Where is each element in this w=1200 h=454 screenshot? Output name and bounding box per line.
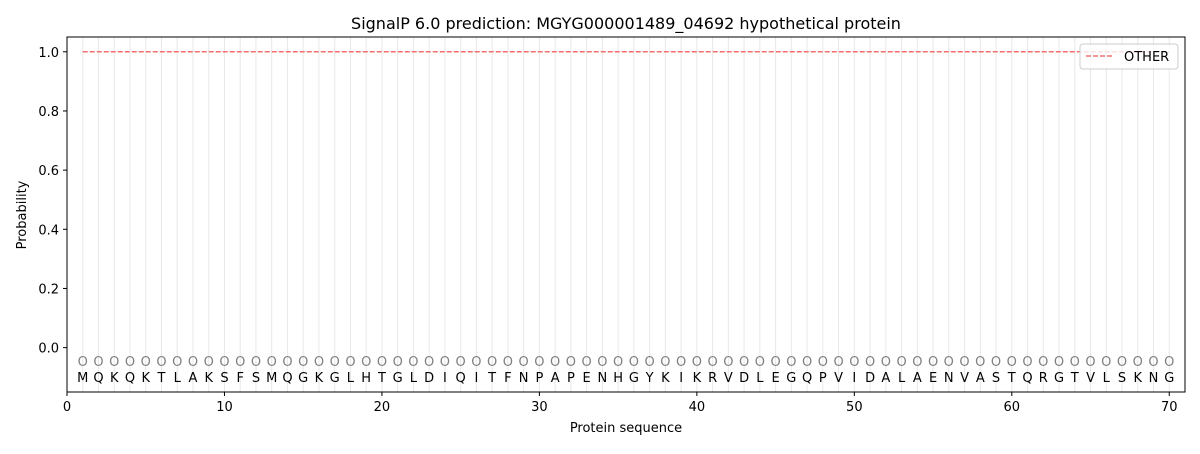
residue-label: I	[852, 371, 856, 386]
residue-label: A	[913, 371, 922, 386]
x-tick-label: 30	[531, 400, 548, 415]
residue-label: N	[598, 371, 608, 386]
residue-label: T	[377, 371, 386, 386]
residue-label: I	[443, 371, 447, 386]
y-tick-label: 0.2	[38, 282, 59, 297]
residue-label: E	[929, 371, 937, 386]
residue-label: S	[220, 371, 228, 386]
residue-label: N	[519, 371, 529, 386]
residue-label: I	[474, 371, 478, 386]
legend: OTHER	[1079, 43, 1179, 70]
residue-label: K	[661, 371, 670, 386]
y-tick-label: 0.0	[38, 342, 59, 357]
residue-label: T	[157, 371, 166, 386]
chart-title: SignalP 6.0 prediction: MGYG000001489_04…	[351, 14, 901, 34]
residue-label: V	[960, 371, 969, 386]
residue-label: P	[819, 371, 827, 386]
residue-label: T	[1007, 371, 1016, 386]
residue-label: G	[393, 371, 403, 386]
residue-label: L	[898, 371, 906, 386]
residue-label: E	[583, 371, 591, 386]
residue-label: L	[347, 371, 355, 386]
residue-label: K	[693, 371, 702, 386]
x-tick-label: 20	[374, 400, 391, 415]
residue-label: G	[1054, 371, 1064, 386]
residue-label: S	[252, 371, 260, 386]
residue-label: H	[613, 371, 623, 386]
residue-label: R	[708, 371, 717, 386]
residue-label: L	[174, 371, 182, 386]
residue-label: Q	[125, 371, 135, 386]
residue-label: A	[551, 371, 560, 386]
residue-label: M	[77, 371, 88, 386]
y-tick-label: 0.6	[38, 164, 59, 179]
x-tick-label: 10	[216, 400, 233, 415]
residue-label: K	[141, 371, 150, 386]
residue-label: T	[487, 371, 496, 386]
residue-label: G	[330, 371, 340, 386]
residue-label: P	[535, 371, 543, 386]
residue-label: L	[410, 371, 418, 386]
residue-label: K	[204, 371, 213, 386]
residue-label: Y	[645, 371, 654, 386]
y-tick-label: 0.4	[38, 223, 59, 238]
residue-label: Q	[1022, 371, 1032, 386]
predicted-labels: OOOOOOOOOOOOOOOOOOOOOOOOOOOOOOOOOOOOOOOO…	[78, 355, 1175, 370]
x-tick-label: 50	[846, 400, 863, 415]
residue-label: S	[1118, 371, 1126, 386]
residue-label: F	[236, 371, 243, 386]
x-tick-label: 40	[689, 400, 706, 415]
residue-label: D	[739, 371, 749, 386]
residue-label: F	[504, 371, 511, 386]
residue-label: V	[1086, 371, 1095, 386]
y-axis-label: Probability	[15, 180, 30, 249]
y-tick-label: 1.0	[38, 46, 59, 61]
residue-label: V	[724, 371, 733, 386]
residue-label: R	[1039, 371, 1048, 386]
residue-label: G	[298, 371, 308, 386]
y-tick-label: 0.8	[38, 105, 59, 120]
plot-frame	[66, 36, 1186, 393]
residue-label: N	[1149, 371, 1159, 386]
residue-label: H	[361, 371, 371, 386]
x-tick-label: 0	[63, 400, 71, 415]
residue-label: D	[424, 371, 434, 386]
residue-label: T	[1070, 371, 1079, 386]
residue-label: K	[1133, 371, 1142, 386]
residue-label: K	[110, 371, 119, 386]
residue-label: L	[756, 371, 764, 386]
residue-label: N	[944, 371, 954, 386]
residue-label: Q	[93, 371, 103, 386]
residue-label: I	[679, 371, 683, 386]
x-tick-label: 60	[1004, 400, 1021, 415]
residue-label: Q	[282, 371, 292, 386]
legend-label-other: OTHER	[1124, 50, 1169, 65]
residue-label: V	[834, 371, 843, 386]
residue-label: A	[976, 371, 985, 386]
residue-label: Q	[802, 371, 812, 386]
x-axis-label: Protein sequence	[570, 421, 682, 436]
residue-label: E	[771, 371, 779, 386]
residue-label: A	[881, 371, 890, 386]
residue-label: G	[629, 371, 639, 386]
residue-label: M	[266, 371, 277, 386]
residue-label: K	[315, 371, 324, 386]
residue-label: Q	[456, 371, 466, 386]
residue-label: G	[1164, 371, 1174, 386]
x-tick-label: 70	[1161, 400, 1178, 415]
residue-label: A	[189, 371, 198, 386]
residue-label: L	[1103, 371, 1111, 386]
residue-label: S	[992, 371, 1000, 386]
residue-label: D	[865, 371, 875, 386]
residue-label: P	[567, 371, 575, 386]
residue-label: G	[786, 371, 796, 386]
